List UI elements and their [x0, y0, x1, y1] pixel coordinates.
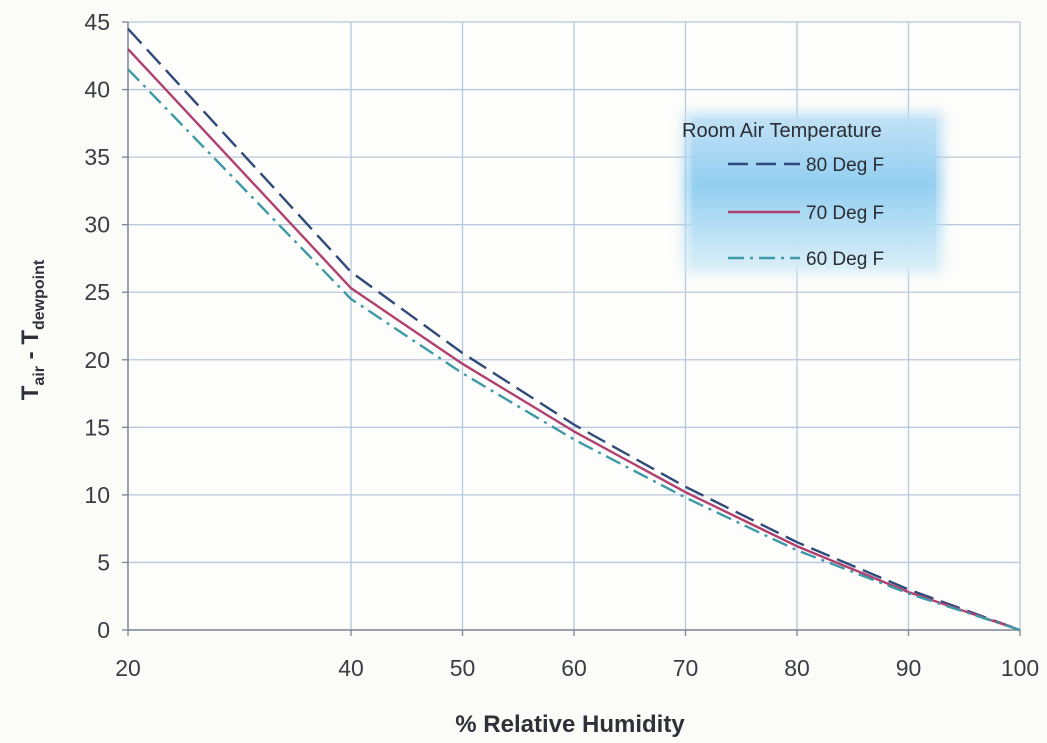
x-tick-label: 20	[115, 655, 141, 681]
y-tick-label: 40	[84, 77, 110, 103]
y-axis-title-main-2: T	[17, 330, 44, 345]
x-tick-label: 50	[450, 655, 476, 681]
y-tick-label: 20	[84, 347, 110, 373]
legend-entries: 80 Deg F 70 Deg F 60 Deg F	[728, 155, 884, 270]
x-tick-labels: 20 40 50 60 70 80 90 100	[115, 630, 1039, 681]
y-axis-title-sub-dew: dewpoint	[31, 259, 48, 330]
y-tick-labels: 0 5 10 15 20 25 30 35 40 45	[84, 9, 128, 643]
legend-box	[692, 118, 936, 268]
x-tick-label: 70	[673, 655, 699, 681]
series-80-deg-f	[127, 27, 1021, 632]
y-tick-label: 35	[84, 144, 110, 170]
legend-title: Room Air Temperature	[682, 120, 882, 142]
y-tick-label: 0	[97, 617, 110, 643]
x-tick-label: 90	[896, 655, 922, 681]
legend-label-70-deg-f: 70 Deg F	[806, 203, 884, 224]
legend-label-60-deg-f: 60 Deg F	[806, 249, 884, 270]
y-axis-title-sub-air: air	[31, 366, 48, 386]
x-axis-title: % Relative Humidity	[455, 711, 685, 738]
series-line-70-deg-f	[127, 48, 1021, 632]
x-tick-label: 100	[1001, 655, 1039, 681]
y-tick-label: 45	[84, 9, 110, 35]
series-70-deg-f	[127, 48, 1021, 632]
y-tick-label: 10	[84, 482, 110, 508]
y-axis-title-main: T	[17, 385, 44, 400]
series-60-deg-f	[127, 68, 1021, 632]
series-line-60-deg-f	[127, 68, 1021, 632]
x-tick-label: 60	[561, 655, 587, 681]
gridlines	[128, 21, 1021, 630]
y-axis-title: Tair - Tdewpoint	[17, 259, 48, 400]
y-tick-label: 15	[84, 414, 110, 440]
y-tick-label: 25	[84, 279, 110, 305]
series-layer	[127, 27, 1021, 632]
series-line-80-deg-f	[127, 27, 1021, 632]
legend-label-80-deg-f: 80 Deg F	[806, 155, 884, 176]
y-axis-title-sep: -	[17, 345, 44, 366]
y-tick-label: 5	[97, 549, 110, 575]
x-tick-label: 40	[338, 655, 364, 681]
legend: Room Air Temperature 80 Deg F 70 Deg F 60 …	[682, 112, 942, 274]
x-tick-label: 80	[784, 655, 810, 681]
y-tick-label: 30	[84, 212, 110, 238]
